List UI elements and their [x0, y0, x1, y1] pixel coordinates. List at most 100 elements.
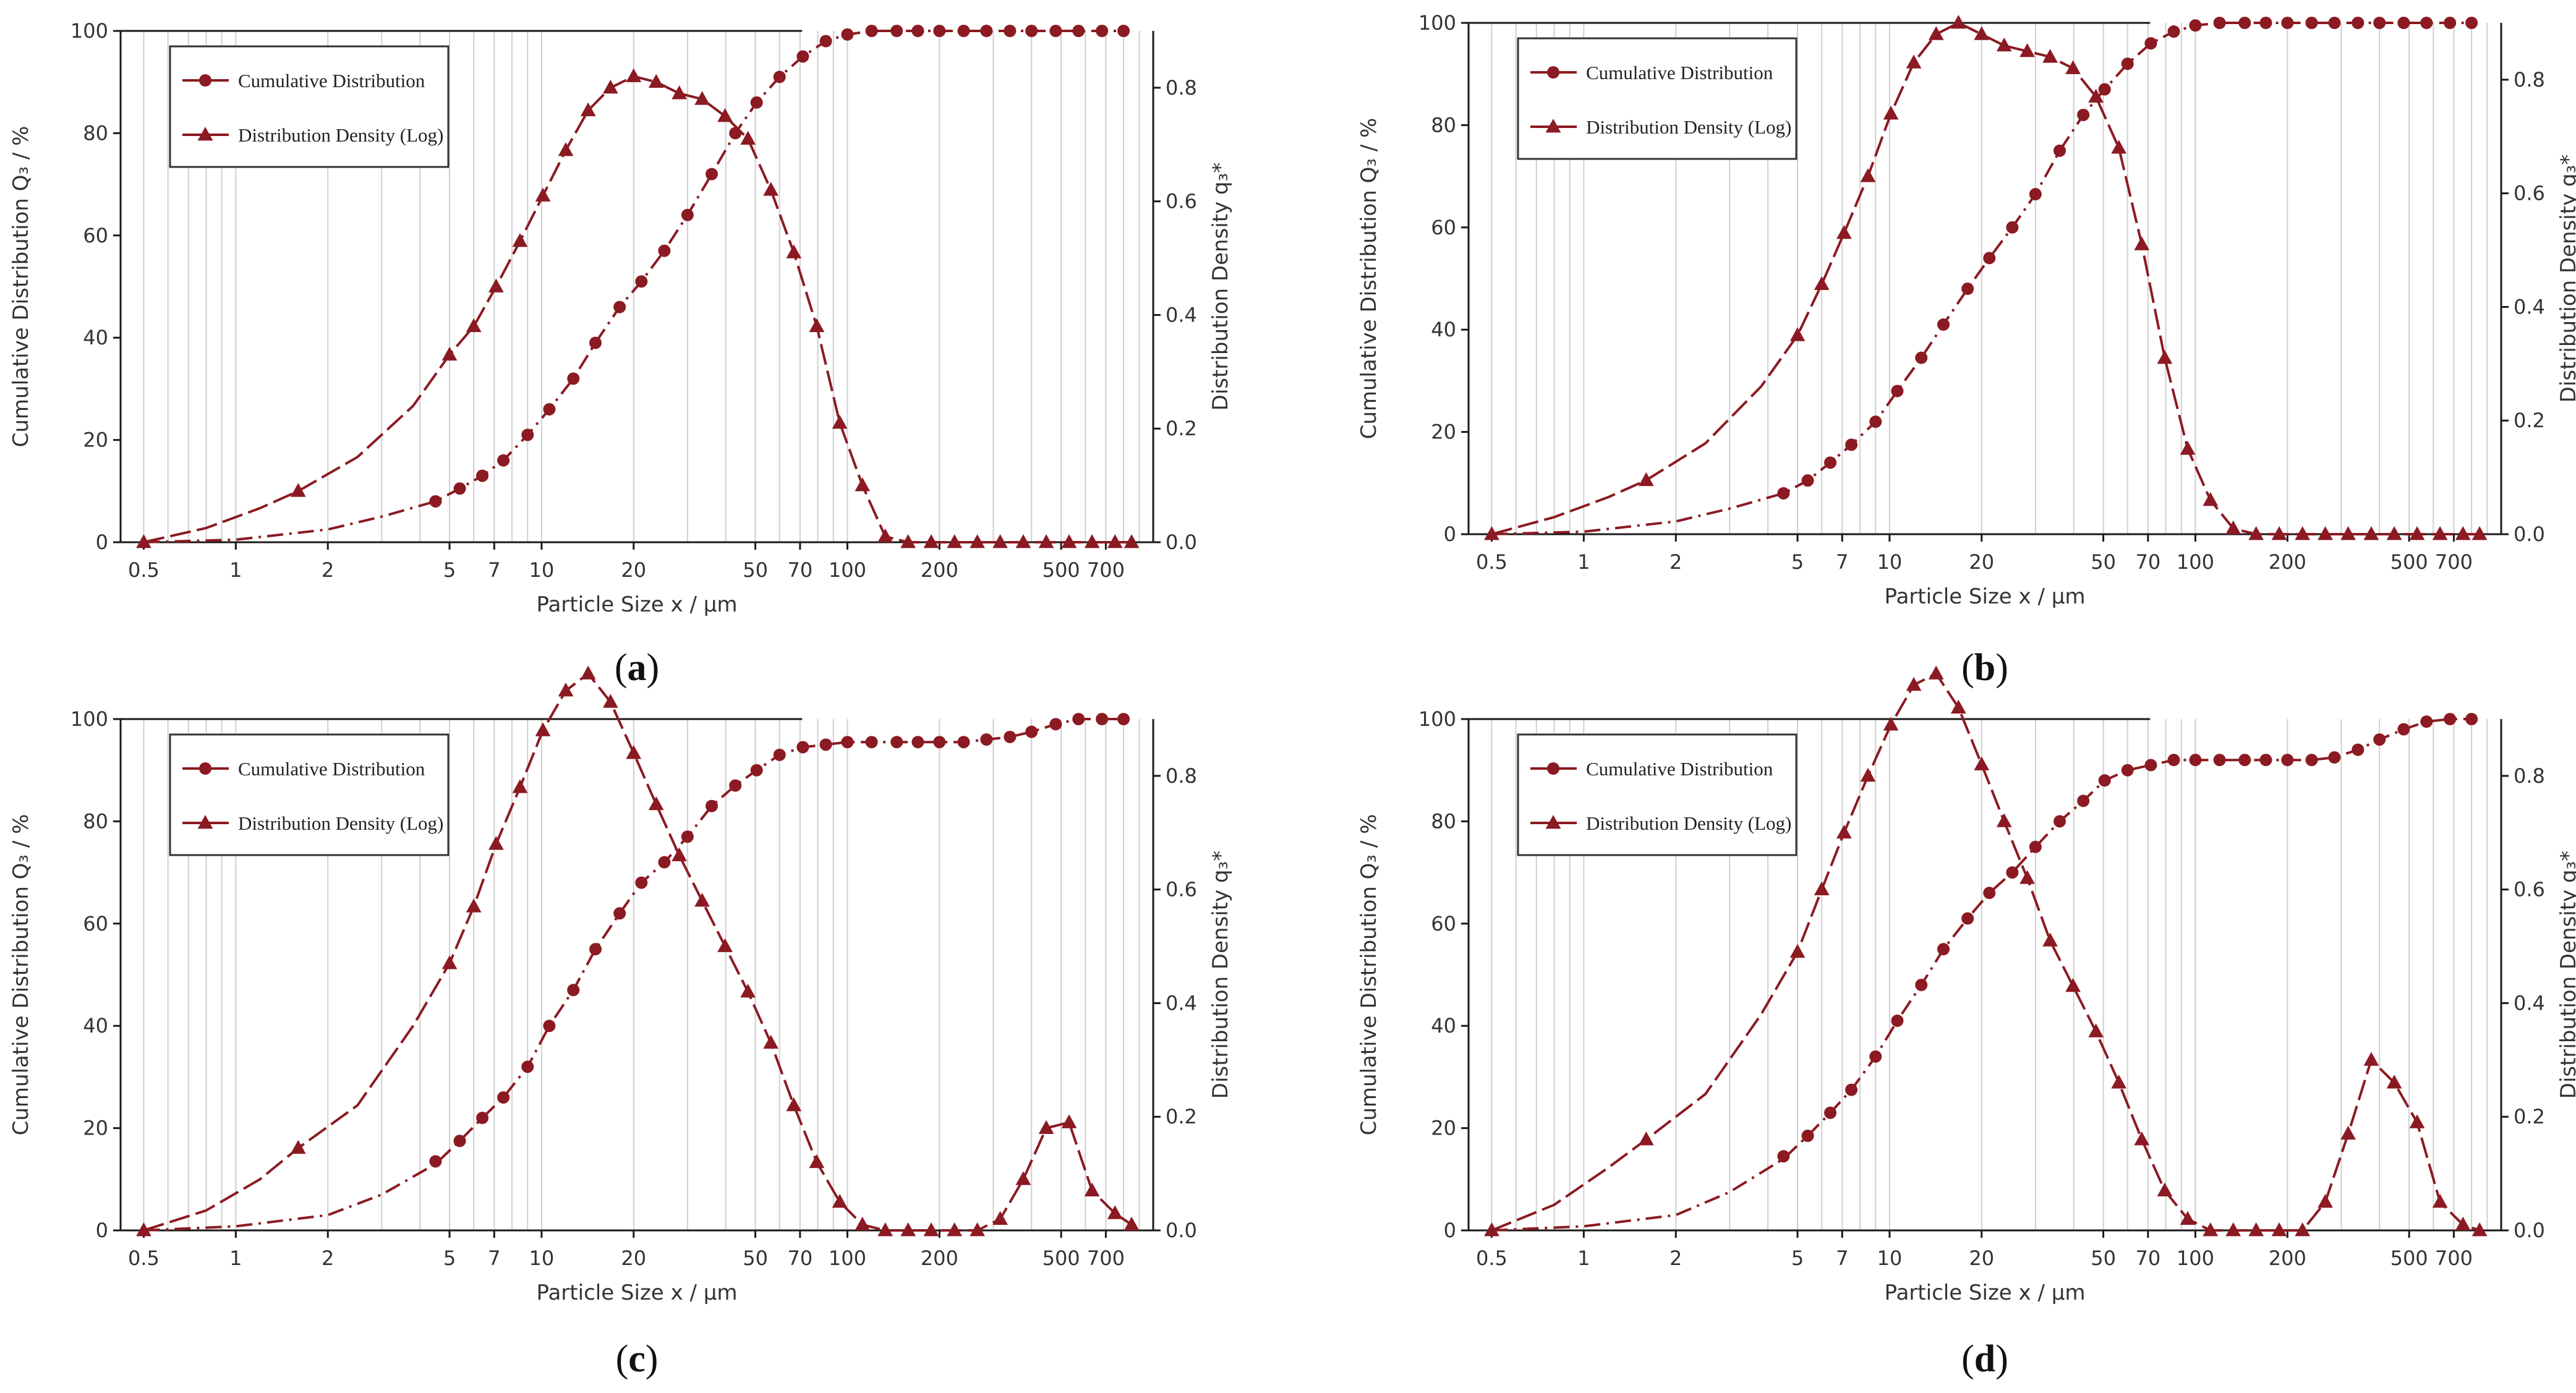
cumulative-point — [750, 764, 763, 777]
x-tick-label: 50 — [743, 1246, 768, 1270]
cumulative-point — [2006, 866, 2019, 879]
cumulative-point — [1025, 25, 1038, 37]
y-left-tick-label: 100 — [70, 707, 108, 731]
x-tick-label: 5 — [1791, 1246, 1804, 1270]
cumulative-point — [2144, 37, 2157, 50]
density-point — [2409, 1114, 2425, 1128]
density-point — [1836, 224, 1852, 239]
y-right-axis-title: Distribution Density q₃* — [1208, 851, 1233, 1099]
x-tick-label: 100 — [829, 558, 866, 582]
density-point — [809, 318, 825, 333]
density-point — [1107, 534, 1123, 548]
cumulative-point — [1869, 415, 1882, 428]
cumulative-point — [497, 454, 510, 467]
x-tick-label: 2 — [322, 558, 334, 582]
y-right-tick-label: 0.4 — [2514, 295, 2545, 318]
density-point — [2157, 350, 2173, 364]
x-tick-label: 100 — [2177, 550, 2214, 574]
x-tick-label: 10 — [1877, 1246, 1903, 1270]
legend-entry: Cumulative Distribution — [1586, 62, 1773, 83]
cumulative-point — [1983, 887, 1996, 900]
y-left-tick-label: 40 — [1431, 1014, 1456, 1037]
density-point — [672, 847, 687, 861]
y-left-tick-label: 100 — [70, 19, 108, 43]
x-tick-label: 7 — [1836, 550, 1848, 574]
cumulative-point — [1049, 25, 1062, 37]
legend-circle-marker — [1547, 762, 1559, 775]
y-right-axis-title: Distribution Density q₃* — [2556, 851, 2576, 1099]
density-point — [1814, 881, 1830, 896]
density-point — [2432, 1194, 2448, 1208]
cumulative-point — [429, 495, 442, 508]
cumulative-point — [750, 96, 763, 109]
cumulative-point — [2465, 17, 2478, 29]
density-point — [1061, 1114, 1077, 1128]
density-point — [1906, 676, 1922, 691]
cumulative-point — [2420, 17, 2433, 29]
legend-box — [169, 733, 450, 856]
y-left-tick-label: 60 — [1431, 912, 1456, 935]
cumulative-point — [521, 1060, 534, 1073]
density-point — [717, 938, 733, 952]
cumulative-point — [1869, 1050, 1882, 1063]
cumulative-point — [2305, 754, 2318, 767]
density-point — [2088, 1023, 2104, 1037]
y-right-tick-label: 0.2 — [2514, 409, 2545, 432]
x-tick-label: 5 — [443, 1246, 456, 1270]
cumulative-point — [2328, 751, 2341, 764]
density-point — [2065, 60, 2081, 74]
cumulative-point — [1777, 1150, 1790, 1163]
cumulative-point — [567, 984, 580, 997]
x-tick-label: 700 — [2435, 550, 2473, 574]
x-axis-title: Particle Size x / µm — [1885, 1280, 2086, 1305]
y-right-tick-label: 0.6 — [1166, 190, 1197, 213]
density-point — [2134, 236, 2150, 250]
x-tick-label: 100 — [2177, 1246, 2214, 1270]
y-right-tick-label: 0.4 — [2514, 991, 2545, 1015]
panel-label: (c) — [616, 1338, 659, 1380]
x-tick-label: 5 — [443, 558, 456, 582]
x-tick-label: 7 — [1836, 1246, 1848, 1270]
x-tick-label: 20 — [621, 558, 646, 582]
density-point — [947, 534, 963, 548]
cumulative-point — [635, 876, 648, 889]
cumulative-point — [2259, 754, 2272, 767]
legend-circle-marker — [199, 762, 211, 775]
cumulative-point — [1937, 943, 1950, 956]
density-point — [626, 745, 642, 759]
density-point — [855, 477, 871, 492]
cumulative-point — [2352, 17, 2365, 29]
cumulative-point — [2054, 815, 2066, 828]
density-point — [2248, 526, 2264, 540]
legend-entry: Cumulative Distribution — [1586, 758, 1773, 780]
density-point — [1928, 26, 1944, 40]
density-point — [786, 244, 802, 258]
y-right-tick-label: 0.4 — [1166, 303, 1197, 326]
density-point — [2432, 526, 2448, 540]
cumulative-point — [706, 799, 719, 812]
cumulative-point — [1117, 713, 1130, 725]
cumulative-point — [773, 70, 786, 83]
density-point — [1950, 15, 1966, 29]
density-point — [626, 68, 642, 82]
density-point — [2295, 526, 2311, 540]
cumulative-point — [589, 943, 602, 956]
density-point — [1015, 1171, 1031, 1185]
cumulative-point — [2259, 17, 2272, 29]
legend-triangle-marker — [197, 127, 213, 141]
x-tick-label: 2 — [1670, 1246, 1682, 1270]
density-point — [1928, 665, 1944, 679]
x-tick-label: 50 — [2091, 1246, 2116, 1270]
density-point — [466, 898, 482, 913]
density-point — [855, 1216, 871, 1231]
density-point — [1484, 1222, 1499, 1237]
density-point — [1638, 1131, 1654, 1146]
cumulative-point — [865, 25, 878, 37]
y-left-axis-title: Cumulative Distribution Q₃ / % — [1357, 118, 1381, 440]
x-tick-label: 700 — [1087, 1246, 1125, 1270]
density-point — [694, 893, 710, 907]
cumulative-point — [1025, 725, 1038, 738]
y-right-tick-label: 0.0 — [1166, 530, 1197, 554]
y-right-tick-label: 0.2 — [2514, 1105, 2545, 1128]
cumulative-point — [1096, 25, 1109, 37]
